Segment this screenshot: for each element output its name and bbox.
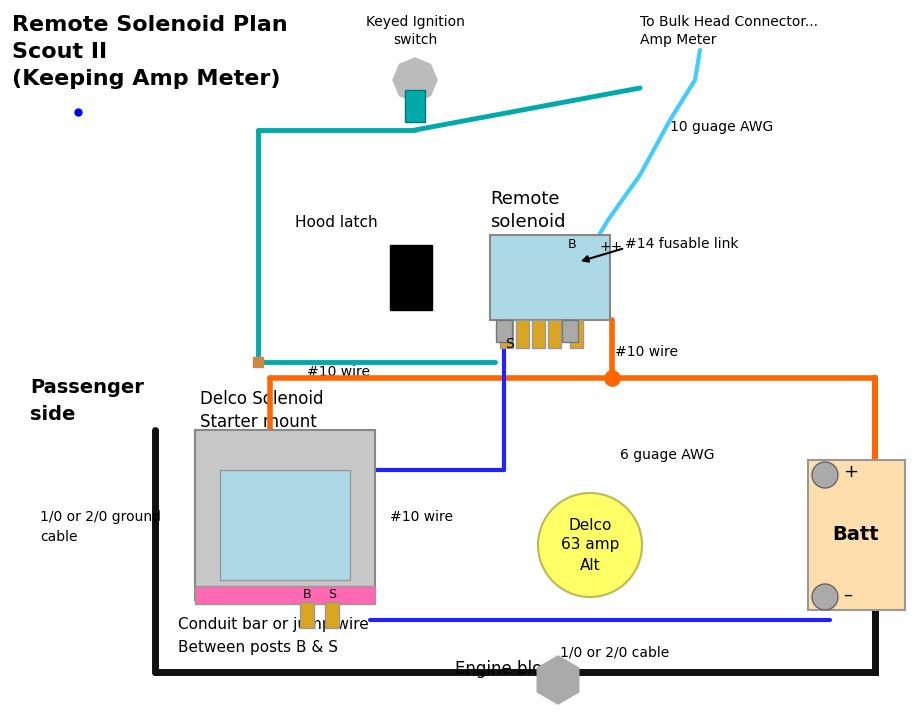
Text: switch: switch bbox=[392, 33, 437, 47]
Text: 63 amp: 63 amp bbox=[561, 538, 618, 553]
Text: (Keeping Amp Meter): (Keeping Amp Meter) bbox=[12, 69, 280, 89]
Text: Engine block: Engine block bbox=[455, 660, 561, 678]
Text: S: S bbox=[328, 588, 335, 601]
Text: Delco Solenoid: Delco Solenoid bbox=[199, 390, 323, 408]
FancyBboxPatch shape bbox=[300, 602, 313, 628]
Text: Delco: Delco bbox=[568, 518, 611, 533]
Text: Remote: Remote bbox=[490, 190, 559, 208]
Text: Starter mount: Starter mount bbox=[199, 413, 316, 431]
FancyBboxPatch shape bbox=[807, 460, 904, 610]
Text: S: S bbox=[505, 337, 514, 351]
FancyBboxPatch shape bbox=[548, 320, 561, 348]
Text: #14 fusable link: #14 fusable link bbox=[624, 237, 738, 251]
FancyBboxPatch shape bbox=[490, 235, 609, 320]
Text: +: + bbox=[842, 463, 857, 481]
FancyBboxPatch shape bbox=[562, 320, 577, 342]
Text: Alt: Alt bbox=[579, 558, 600, 573]
FancyBboxPatch shape bbox=[499, 320, 513, 348]
Text: To Bulk Head Connector...: To Bulk Head Connector... bbox=[640, 15, 817, 29]
Text: 1/0 or 2/0 ground: 1/0 or 2/0 ground bbox=[40, 510, 161, 524]
Text: ++: ++ bbox=[599, 240, 622, 254]
FancyBboxPatch shape bbox=[195, 586, 375, 604]
Text: #10 wire: #10 wire bbox=[307, 365, 369, 379]
Text: Hood latch: Hood latch bbox=[295, 215, 377, 230]
Circle shape bbox=[811, 462, 837, 488]
Text: 1/0 or 2/0 cable: 1/0 or 2/0 cable bbox=[560, 645, 668, 659]
Text: B: B bbox=[302, 588, 311, 601]
Text: #10 wire: #10 wire bbox=[390, 510, 452, 524]
FancyBboxPatch shape bbox=[531, 320, 544, 348]
FancyBboxPatch shape bbox=[516, 320, 528, 348]
Text: Keyed Ignition: Keyed Ignition bbox=[365, 15, 464, 29]
Text: #10 wire: #10 wire bbox=[614, 345, 677, 359]
FancyBboxPatch shape bbox=[570, 320, 583, 348]
Text: Remote Solenoid Plan: Remote Solenoid Plan bbox=[12, 15, 288, 35]
Text: Scout II: Scout II bbox=[12, 42, 107, 62]
Text: Batt: Batt bbox=[832, 526, 879, 545]
Text: 6 guage AWG: 6 guage AWG bbox=[619, 448, 714, 462]
Text: –: – bbox=[842, 586, 851, 604]
Circle shape bbox=[538, 493, 641, 597]
FancyBboxPatch shape bbox=[220, 470, 349, 580]
Text: Conduit bar or jump wire: Conduit bar or jump wire bbox=[177, 617, 369, 632]
Text: Passenger: Passenger bbox=[30, 378, 143, 397]
Text: Amp Meter: Amp Meter bbox=[640, 33, 716, 47]
Text: solenoid: solenoid bbox=[490, 213, 565, 231]
FancyBboxPatch shape bbox=[324, 602, 338, 628]
Text: side: side bbox=[30, 405, 75, 424]
Text: cable: cable bbox=[40, 530, 77, 544]
FancyBboxPatch shape bbox=[390, 245, 432, 310]
Text: 10 guage AWG: 10 guage AWG bbox=[669, 120, 772, 134]
FancyBboxPatch shape bbox=[495, 320, 512, 342]
FancyBboxPatch shape bbox=[195, 430, 375, 600]
FancyBboxPatch shape bbox=[404, 90, 425, 122]
Circle shape bbox=[811, 584, 837, 610]
Text: Between posts B & S: Between posts B & S bbox=[177, 640, 337, 655]
Text: B: B bbox=[567, 238, 575, 251]
